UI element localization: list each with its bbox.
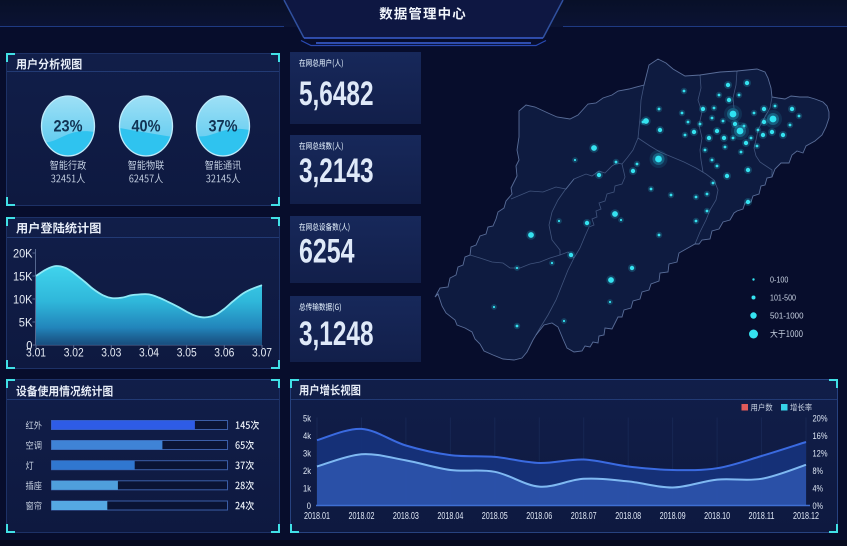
svg-text:5k: 5k (303, 414, 311, 425)
svg-text:2018.09: 2018.09 (660, 511, 686, 522)
svg-text:12%: 12% (813, 449, 828, 460)
svg-text:3,1248: 3,1248 (299, 315, 374, 353)
svg-text:3k: 3k (303, 449, 311, 460)
svg-text:0-100: 0-100 (770, 275, 789, 285)
svg-text:5K: 5K (19, 315, 33, 329)
svg-text:40%: 40% (132, 117, 161, 135)
svg-text:0: 0 (307, 501, 311, 512)
svg-text:2018.05: 2018.05 (482, 511, 508, 522)
svg-text:101-500: 101-500 (770, 293, 796, 303)
svg-text:4%: 4% (813, 484, 824, 495)
svg-text:20%: 20% (813, 414, 828, 425)
svg-text:0: 0 (26, 338, 32, 352)
svg-text:3.01: 3.01 (26, 346, 46, 360)
svg-text:2018.07: 2018.07 (571, 511, 597, 522)
svg-text:37%: 37% (209, 117, 238, 135)
svg-text:501-1000: 501-1000 (770, 311, 804, 321)
svg-text:3.05: 3.05 (177, 346, 197, 360)
svg-text:3.07: 3.07 (252, 346, 272, 360)
svg-text:3.04: 3.04 (139, 346, 159, 360)
svg-text:5,6482: 5,6482 (299, 75, 374, 113)
svg-text:2018.03: 2018.03 (393, 511, 419, 522)
svg-text:1k: 1k (303, 484, 311, 495)
svg-text:2018.10: 2018.10 (704, 511, 730, 522)
svg-text:2018.02: 2018.02 (349, 511, 375, 522)
svg-text:2018.01: 2018.01 (304, 511, 330, 522)
svg-text:3.03: 3.03 (101, 346, 121, 360)
svg-text:20K: 20K (13, 246, 33, 260)
svg-text:3.02: 3.02 (64, 346, 84, 360)
svg-text:3,2143: 3,2143 (299, 152, 374, 190)
svg-text:10K: 10K (13, 292, 33, 306)
svg-text:15K: 15K (13, 269, 33, 283)
svg-text:6254: 6254 (299, 233, 355, 271)
svg-text:0%: 0% (813, 501, 824, 512)
svg-text:23%: 23% (54, 117, 83, 135)
svg-text:2018.11: 2018.11 (749, 511, 775, 522)
svg-text:2k: 2k (303, 466, 311, 477)
svg-text:2018.12: 2018.12 (793, 511, 819, 522)
svg-text:16%: 16% (813, 431, 828, 442)
svg-text:8%: 8% (813, 466, 824, 477)
svg-text:3.06: 3.06 (214, 346, 234, 360)
svg-text:2018.08: 2018.08 (615, 511, 641, 522)
svg-text:2018.04: 2018.04 (437, 511, 463, 522)
svg-text:2018.06: 2018.06 (526, 511, 552, 522)
svg-text:4k: 4k (303, 431, 311, 442)
